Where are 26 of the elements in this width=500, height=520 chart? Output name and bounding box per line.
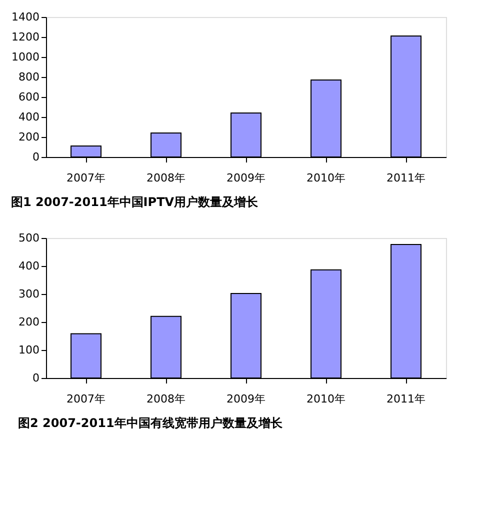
x-tick-label: 2009年 xyxy=(226,392,266,406)
y-tick-label: 400 xyxy=(18,110,40,124)
y-tick-label: 1000 xyxy=(12,50,40,64)
y-tick-label: 600 xyxy=(18,90,40,104)
y-tick-label: 200 xyxy=(18,130,40,144)
y-tick-label: 800 xyxy=(18,70,40,84)
y-tick-label: 400 xyxy=(18,260,40,272)
x-tick-label: 2011年 xyxy=(386,392,426,406)
y-tick-label: 1200 xyxy=(12,30,40,44)
text: 图2 2007-2011年中国有线宽带用户数量及增长 xyxy=(18,416,284,430)
x-tick-label: 2010年 xyxy=(306,392,346,406)
y-tick-label: 500 xyxy=(18,232,40,244)
x-tick-label: 2009年 xyxy=(226,172,266,184)
y-tick-label: 300 xyxy=(18,288,40,300)
x-tick-label: 2008年 xyxy=(146,172,186,184)
y-tick-label: 200 xyxy=(18,316,40,328)
y-tick-label: 1400 xyxy=(12,10,40,24)
y-tick-label: 0 xyxy=(32,150,40,164)
y-tick-label: 100 xyxy=(18,344,40,356)
x-tick-label: 2010年 xyxy=(306,172,346,184)
text: 图1 2007-2011年中国IPTV用户数量及增长 xyxy=(11,195,260,209)
y-tick-label: 0 xyxy=(32,372,40,384)
x-tick-label: 2007年 xyxy=(66,392,106,406)
x-tick-label: 2008年 xyxy=(146,392,186,406)
x-tick-label: 2007年 xyxy=(66,172,106,184)
x-tick-label: 2011年 xyxy=(386,172,426,184)
